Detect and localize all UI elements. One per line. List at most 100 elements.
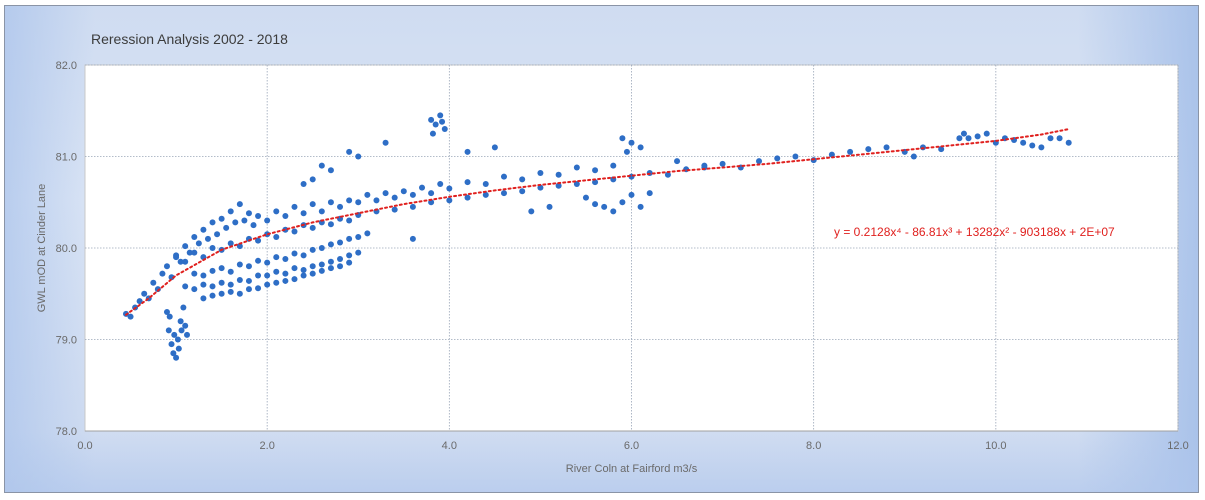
data-point (355, 249, 362, 256)
data-point (127, 313, 134, 320)
data-point (446, 197, 453, 204)
data-point (555, 182, 562, 189)
data-point (327, 241, 334, 248)
data-point (264, 259, 271, 266)
data-point (500, 190, 507, 197)
data-point (355, 199, 362, 206)
data-point (245, 286, 252, 293)
data-point (191, 234, 198, 241)
data-point (391, 194, 398, 201)
chart-frame: Reression Analysis 2002 - 2018 78.0 79.0 8… (4, 5, 1199, 493)
data-point (364, 191, 371, 198)
data-point (174, 336, 181, 343)
data-point (300, 180, 307, 187)
data-point (177, 258, 184, 265)
data-point (255, 237, 262, 244)
data-point (537, 169, 544, 176)
data-point (346, 217, 353, 224)
data-point (232, 219, 239, 226)
data-point (300, 272, 307, 279)
data-point (182, 322, 189, 329)
data-point (255, 212, 262, 219)
data-point (1056, 135, 1063, 142)
data-point (236, 277, 243, 284)
data-point (165, 327, 172, 334)
data-point (200, 281, 207, 288)
data-point (592, 179, 599, 186)
y-tick-label: 80.0 (56, 243, 77, 255)
regression-chart: 78.0 79.0 80.0 81.0 82.0 0.0 2.0 4.0 6.0 8.0 10.0 1… (36, 60, 1189, 475)
data-point (200, 272, 207, 279)
data-point (637, 144, 644, 151)
data-point (464, 194, 471, 201)
data-point (327, 265, 334, 272)
data-point (519, 188, 526, 195)
data-point (419, 184, 426, 191)
data-point (373, 197, 380, 204)
data-point (227, 208, 234, 215)
data-point (236, 243, 243, 250)
data-point (865, 146, 872, 153)
data-point (175, 345, 182, 352)
data-point (273, 254, 280, 261)
data-point (214, 231, 221, 238)
data-point (209, 219, 216, 226)
x-tick-label: 2.0 (260, 440, 275, 452)
data-point (273, 279, 280, 286)
y-tick-label: 79.0 (56, 335, 77, 347)
data-point (910, 153, 917, 160)
data-point (163, 309, 170, 316)
data-point (200, 226, 207, 233)
data-point (619, 199, 626, 206)
data-point (223, 224, 230, 231)
data-point (163, 263, 170, 270)
trendline-equation: y = 0.2128x⁴ - 86.81x³ + 13282x² - 90318… (834, 225, 1115, 239)
data-point (482, 180, 489, 187)
data-point (241, 217, 248, 224)
data-point (628, 191, 635, 198)
data-point (346, 259, 353, 266)
data-point (355, 153, 362, 160)
data-point (236, 290, 243, 297)
data-point (204, 235, 211, 242)
data-point (178, 327, 185, 334)
data-point (346, 197, 353, 204)
data-point (409, 203, 416, 210)
x-tick-label: 0.0 (77, 440, 92, 452)
data-point (309, 176, 316, 183)
data-point (309, 201, 316, 208)
data-point (573, 164, 580, 171)
data-point (592, 167, 599, 174)
data-point (245, 277, 252, 284)
data-point (1038, 144, 1045, 151)
data-point (170, 350, 177, 357)
data-point (309, 246, 316, 253)
data-point (327, 199, 334, 206)
data-point (719, 160, 726, 167)
data-point (291, 228, 298, 235)
data-point (391, 206, 398, 213)
data-point (255, 257, 262, 264)
data-point (582, 194, 589, 201)
data-point (974, 133, 981, 140)
data-point (264, 217, 271, 224)
data-point (537, 184, 544, 191)
data-point (382, 139, 389, 146)
data-point (337, 203, 344, 210)
data-point (464, 148, 471, 155)
data-point (309, 263, 316, 270)
data-point (646, 190, 653, 197)
y-tick-label: 82.0 (56, 60, 77, 72)
chart-title: Reression Analysis 2002 - 2018 (91, 31, 288, 47)
data-point (774, 155, 781, 162)
data-point (291, 276, 298, 283)
data-point (355, 234, 362, 241)
data-point (327, 258, 334, 265)
data-point (150, 279, 157, 286)
data-point (182, 283, 189, 290)
data-point (255, 272, 262, 279)
data-point (282, 212, 289, 219)
data-point (828, 151, 835, 158)
data-point (437, 112, 444, 119)
data-point (250, 222, 257, 229)
